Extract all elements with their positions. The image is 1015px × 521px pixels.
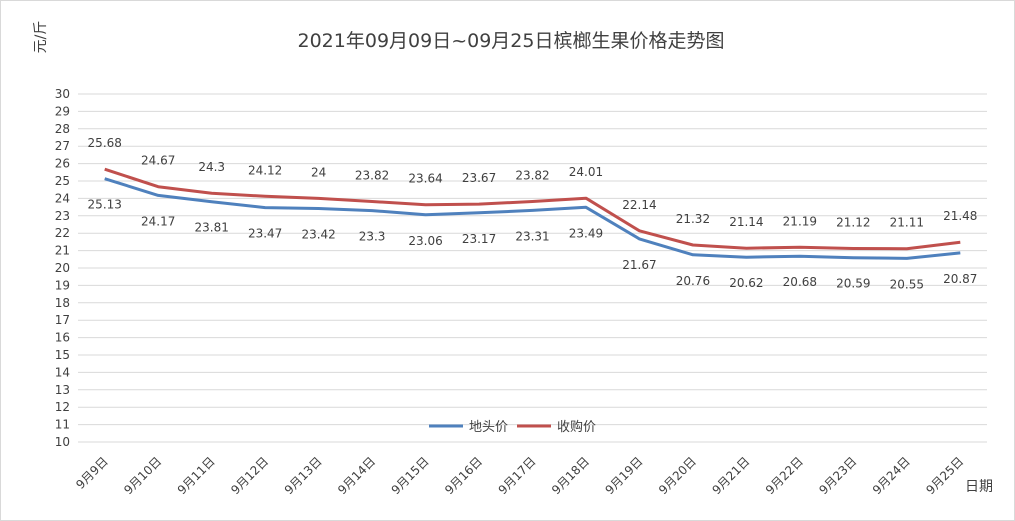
series-lines bbox=[104, 167, 961, 260]
data-label: 24.12 bbox=[248, 163, 282, 177]
y-axis-ticks: 10 11 12 13 14 15 16 17 18 19 20 21 22 23 24 25 26 27 28 29… bbox=[55, 87, 70, 449]
data-label: 24.17 bbox=[141, 214, 175, 228]
data-labels: 25.13 24.17 23.81 23.47 23.42 23.3 23.06 23.17 2… bbox=[88, 136, 978, 291]
data-label: 20.55 bbox=[890, 277, 924, 291]
data-label: 21.12 bbox=[836, 216, 870, 230]
x-tick-label: 9月9日 bbox=[73, 454, 111, 492]
data-label: 21.32 bbox=[676, 212, 710, 226]
data-label: 23.67 bbox=[462, 171, 496, 185]
data-label: 20.68 bbox=[783, 275, 817, 289]
y-tick-label: 15 bbox=[55, 348, 70, 362]
y-tick-label: 28 bbox=[55, 122, 70, 136]
data-label: 25.13 bbox=[88, 198, 122, 212]
legend: 地头价 收购价 bbox=[429, 419, 596, 435]
y-tick-label: 19 bbox=[55, 278, 70, 292]
x-tick-label: 9月10日 bbox=[121, 454, 164, 497]
gridlines bbox=[78, 93, 987, 443]
y-tick-label: 25 bbox=[55, 174, 70, 188]
data-label: 24.01 bbox=[569, 165, 603, 179]
data-label: 23.3 bbox=[359, 230, 386, 244]
data-label: 21.11 bbox=[890, 216, 924, 230]
x-tick-label: 9月17日 bbox=[496, 454, 539, 497]
legend-label: 地头价 bbox=[469, 420, 508, 435]
data-label: 23.06 bbox=[408, 234, 442, 248]
x-tick-label: 9月25日 bbox=[923, 454, 966, 497]
series-line-1 bbox=[104, 177, 961, 260]
y-tick-label: 23 bbox=[55, 209, 70, 223]
data-label: 23.49 bbox=[569, 226, 603, 240]
y-tick-label: 27 bbox=[55, 139, 70, 153]
y-tick-label: 24 bbox=[55, 191, 70, 205]
x-tick-label: 9月24日 bbox=[870, 454, 913, 497]
x-tick-label: 9月18日 bbox=[549, 454, 592, 497]
y-tick-label: 18 bbox=[55, 296, 70, 310]
data-label: 23.47 bbox=[248, 227, 282, 241]
data-label: 20.62 bbox=[729, 276, 763, 290]
x-tick-label: 9月13日 bbox=[282, 454, 325, 497]
y-tick-label: 11 bbox=[55, 418, 70, 432]
data-label: 21.19 bbox=[783, 214, 817, 228]
data-label: 23.31 bbox=[515, 229, 549, 243]
y-tick-label: 20 bbox=[55, 261, 70, 275]
y-tick-label: 14 bbox=[55, 365, 70, 379]
x-tick-label: 9月14日 bbox=[335, 454, 378, 497]
y-tick-label: 16 bbox=[55, 331, 70, 345]
data-label: 20.76 bbox=[676, 274, 710, 288]
x-axis-ticks: 9月9日 9月10日 9月11日 9月12日 9月13日 9月14日 9月15日 9月16日 9… bbox=[73, 454, 966, 497]
data-label: 21.48 bbox=[943, 209, 977, 223]
data-label: 24.67 bbox=[141, 154, 175, 168]
y-tick-label: 13 bbox=[55, 383, 70, 397]
x-tick-label: 9月16日 bbox=[442, 454, 485, 497]
x-tick-label: 9月15日 bbox=[389, 454, 432, 497]
data-label: 25.68 bbox=[88, 136, 122, 150]
x-tick-label: 9月11日 bbox=[175, 454, 218, 497]
chart-title: 2021年09月09日~09月25日槟榔生果价格走势图 bbox=[298, 30, 725, 52]
y-tick-label: 22 bbox=[55, 226, 70, 240]
y-axis-label: 元/斤 bbox=[33, 21, 49, 54]
data-label: 23.42 bbox=[301, 227, 335, 241]
y-tick-label: 29 bbox=[55, 104, 70, 118]
y-tick-label: 21 bbox=[55, 244, 70, 258]
data-label: 24 bbox=[311, 165, 326, 179]
x-axis-label: 日期 bbox=[965, 479, 993, 495]
data-label: 24.3 bbox=[198, 160, 225, 174]
data-label: 22.14 bbox=[622, 198, 656, 212]
x-tick-label: 9月23日 bbox=[816, 454, 859, 497]
data-label: 20.87 bbox=[943, 272, 977, 286]
x-tick-label: 9月22日 bbox=[763, 454, 806, 497]
data-label: 23.82 bbox=[355, 169, 389, 183]
y-tick-label: 10 bbox=[55, 435, 70, 449]
x-tick-label: 9月19日 bbox=[602, 454, 645, 497]
x-tick-label: 9月21日 bbox=[709, 454, 752, 497]
y-tick-label: 12 bbox=[55, 400, 70, 414]
data-label: 23.17 bbox=[462, 232, 496, 246]
x-tick-label: 9月12日 bbox=[228, 454, 271, 497]
y-tick-label: 30 bbox=[55, 87, 70, 101]
data-label: 20.59 bbox=[836, 277, 870, 291]
data-label: 23.81 bbox=[194, 221, 228, 235]
x-tick-label: 9月20日 bbox=[656, 454, 699, 497]
series-line-2 bbox=[104, 167, 961, 251]
y-tick-label: 26 bbox=[55, 157, 70, 171]
data-label: 23.82 bbox=[515, 169, 549, 183]
data-label: 21.14 bbox=[729, 215, 763, 229]
data-label: 21.67 bbox=[622, 258, 656, 272]
y-tick-label: 17 bbox=[55, 313, 70, 327]
data-label: 23.64 bbox=[408, 172, 442, 186]
legend-label: 收购价 bbox=[557, 419, 596, 435]
